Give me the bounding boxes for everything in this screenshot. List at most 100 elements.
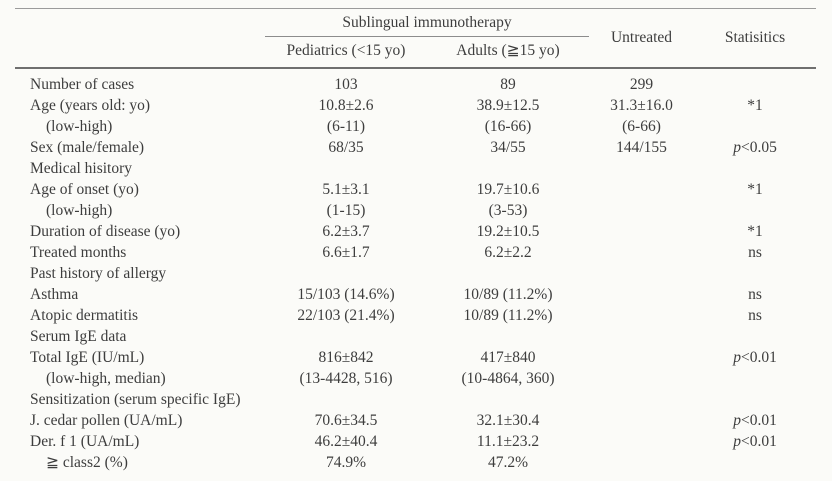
cell-pediatrics: (6-11)	[326, 118, 366, 135]
cell-untreated	[589, 368, 694, 389]
table-row: Sex (male/female) 68/35 34/55 144/155 p<0.05	[15, 137, 816, 158]
cell-statistics: *1	[747, 223, 763, 240]
cell-statistics	[694, 200, 816, 221]
table-row: Age of onset (yo) 5.1±3.1 19.7±10.6 *1	[15, 179, 816, 200]
cell-pediatrics: (13-4428, 516)	[299, 370, 393, 387]
cell-adults: 47.2%	[487, 454, 529, 471]
cell-adults	[427, 389, 589, 410]
cell-untreated	[589, 305, 694, 326]
cell-statistics	[694, 368, 816, 389]
cell-pediatrics	[265, 389, 427, 410]
cell-statistics: ns	[748, 286, 762, 303]
cell-adults: (16-66)	[484, 118, 532, 135]
cell-adults: 89	[500, 76, 516, 93]
cell-untreated	[589, 326, 694, 347]
cell-pediatrics: 10.8±2.6	[318, 97, 374, 114]
cell-statistics: ns	[748, 307, 762, 324]
cell-statistics	[694, 68, 816, 95]
cell-statistics: p<0.05	[733, 139, 777, 156]
cell-adults: 10/89 (11.2%)	[463, 307, 553, 324]
cell-pediatrics: 68/35	[328, 139, 364, 156]
row-label: Duration of disease (yo)	[30, 223, 181, 240]
header-group-sublingual-immunotherapy: Sublingual immunotherapy	[265, 8, 590, 37]
cell-statistics: *1	[747, 181, 763, 198]
cell-pediatrics	[265, 263, 427, 284]
cell-statistics: ns	[748, 244, 762, 261]
cell-statistics	[694, 158, 816, 179]
cell-statistics	[694, 326, 816, 347]
cell-untreated	[589, 347, 694, 368]
cell-pediatrics: 103	[334, 76, 358, 93]
cell-pediatrics	[265, 158, 427, 179]
cell-pediatrics: 74.9%	[325, 454, 367, 471]
table-row: Past history of allergy	[15, 263, 816, 284]
cell-pediatrics: 5.1±3.1	[322, 181, 370, 198]
row-label: (low-high)	[46, 202, 113, 219]
header-spacer	[15, 9, 265, 69]
cell-untreated	[589, 410, 694, 431]
row-label: Total IgE (IU/mL)	[30, 349, 145, 366]
clinical-table: Sublingual immunotherapy Untreated Stati…	[15, 8, 817, 481]
row-label: Sex (male/female)	[30, 139, 145, 156]
cell-adults: (10-4864, 360)	[461, 370, 555, 387]
cell-pediatrics	[265, 326, 427, 347]
cell-untreated	[589, 158, 694, 179]
cell-adults: 32.1±30.4	[476, 412, 540, 429]
cell-untreated: 144/155	[616, 139, 667, 156]
row-label: (low-high)	[46, 118, 113, 135]
header-column-statistics: Statisitics	[724, 29, 786, 46]
table-row: Sensitization (serum specific IgE)	[15, 389, 816, 410]
row-label: (low-high, median)	[46, 370, 166, 387]
table-row: Der. f 1 (UA/mL) 46.2±40.4 11.1±23.2 p<0.01	[15, 431, 816, 452]
row-label: Number of cases	[30, 76, 135, 93]
table-row: ≧ class2 (%) 74.9% 47.2%	[15, 452, 816, 481]
row-label: Age (years old: yo)	[30, 97, 151, 114]
table-row: (low-high) (6-11) (16-66) (6-66)	[15, 116, 816, 137]
cell-untreated	[589, 452, 694, 481]
header-column-untreated: Untreated	[610, 29, 673, 46]
table-row: Number of cases 103 89 299	[15, 68, 816, 95]
row-label: Medical hisitory	[30, 160, 133, 177]
cell-untreated: 299	[629, 76, 654, 93]
cell-statistics	[694, 263, 816, 284]
cell-untreated	[589, 200, 694, 221]
table-row: Treated months 6.6±1.7 6.2±2.2 ns	[15, 242, 816, 263]
row-label: Past history of allergy	[30, 265, 167, 282]
cell-adults: (3-53)	[488, 202, 528, 219]
cell-adults	[427, 263, 589, 284]
cell-statistics: p<0.01	[733, 433, 777, 450]
cell-pediatrics: 6.2±3.7	[322, 223, 370, 240]
cell-pediatrics: 22/103 (21.4%)	[297, 307, 395, 324]
table-row: Atopic dermatitis 22/103 (21.4%) 10/89 (11…	[15, 305, 816, 326]
row-label: Asthma	[30, 286, 79, 303]
cell-untreated: (6-66)	[622, 118, 661, 135]
row-label: Der. f 1 (UA/mL)	[30, 433, 140, 450]
cell-statistics: *1	[747, 97, 763, 114]
row-label: Age of onset (yo)	[30, 181, 139, 198]
table-row: Medical hisitory	[15, 158, 816, 179]
cell-statistics: p<0.01	[733, 412, 777, 429]
cell-untreated	[589, 389, 694, 410]
cell-untreated	[589, 179, 694, 200]
cell-untreated	[589, 284, 694, 305]
cell-pediatrics: 816±842	[318, 349, 374, 366]
cell-statistics: p<0.01	[733, 349, 777, 366]
table-row: (low-high) (1-15) (3-53)	[15, 200, 816, 221]
table-row: Total IgE (IU/mL) 816±842 417±840 p<0.01	[15, 347, 816, 368]
header-column-pediatrics: Pediatrics (<15 yo)	[286, 41, 406, 59]
cell-adults: 34/55	[490, 139, 526, 156]
row-label: Serum IgE data	[30, 328, 127, 345]
table-row: Duration of disease (yo) 6.2±3.7 19.2±10.5…	[15, 221, 816, 242]
cell-adults: 19.2±10.5	[476, 223, 540, 240]
cell-statistics	[694, 452, 816, 481]
table-row: Asthma 15/103 (14.6%) 10/89 (11.2%) ns	[15, 284, 816, 305]
cell-untreated: 31.3±16.0	[610, 97, 673, 114]
cell-adults: 417±840	[480, 349, 536, 366]
row-label: Sensitization (serum specific IgE)	[30, 391, 241, 408]
cell-adults: 38.9±12.5	[476, 97, 540, 114]
cell-adults: 11.1±23.2	[476, 433, 540, 450]
row-label: J. cedar pollen (UA/mL)	[30, 412, 183, 429]
cell-pediatrics: 46.2±40.4	[314, 433, 378, 450]
cell-untreated	[589, 221, 694, 242]
